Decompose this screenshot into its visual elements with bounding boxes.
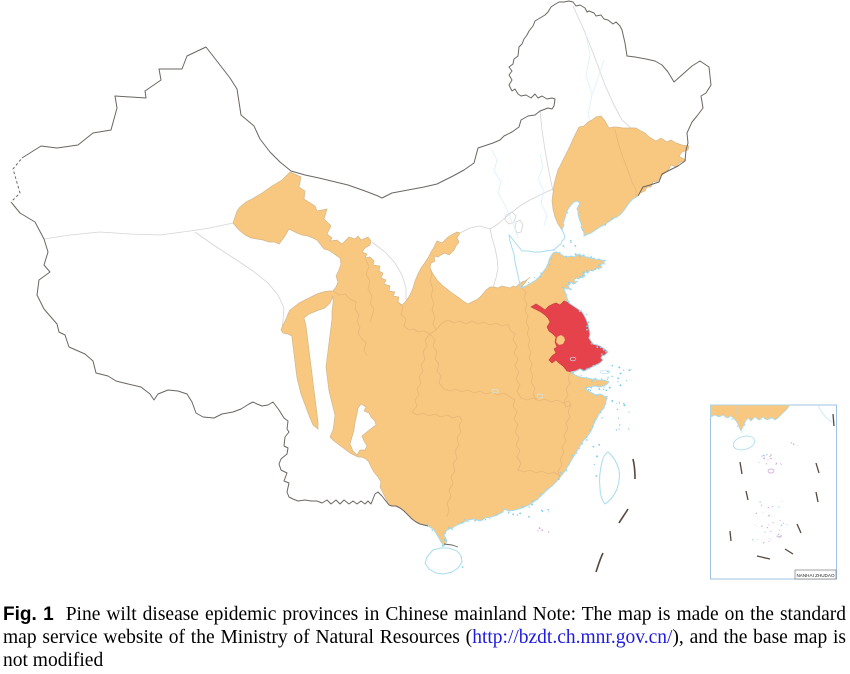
svg-text:NANHAI ZHUDAO: NANHAI ZHUDAO (796, 573, 834, 578)
